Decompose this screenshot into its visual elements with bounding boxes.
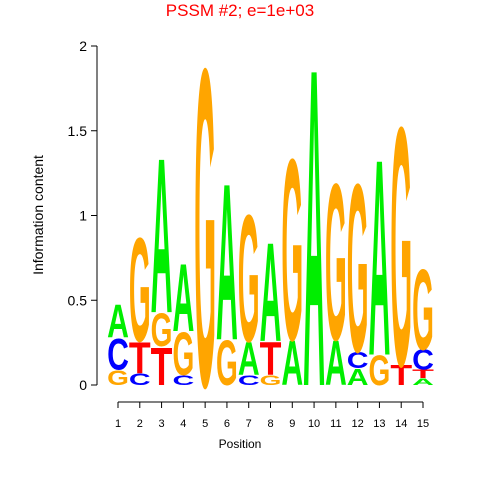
logo-letter: A [303, 0, 325, 480]
logo-letter: T [412, 367, 434, 380]
logo-letter: G [260, 372, 282, 388]
logo-letter: A [369, 102, 391, 415]
logo-letter: G [194, 0, 216, 480]
logo-letter: G [238, 178, 260, 380]
x-tick-label: 10 [308, 418, 320, 430]
y-tick-label: 0.5 [68, 292, 88, 308]
x-tick-label: 5 [202, 418, 208, 430]
x-axis-label: Position [219, 437, 262, 451]
y-tick-label: 0 [79, 377, 87, 393]
logo-letter: T [129, 334, 151, 384]
logo-letter: A [281, 329, 303, 400]
logo-letter: A [107, 295, 129, 348]
logo-letter: G [390, 57, 412, 438]
x-tick-label: 11 [330, 418, 341, 430]
x-tick-label: 7 [246, 418, 252, 430]
logo-letter: G [281, 105, 303, 394]
x-tick-label: 8 [267, 418, 273, 430]
logo-letter: G [369, 349, 391, 396]
logo-letter: A [325, 329, 347, 400]
logo-letter: T [390, 360, 413, 391]
logo-letter: A [238, 332, 260, 385]
x-tick-label: 2 [137, 418, 143, 430]
logo-letter: A [412, 377, 434, 388]
logo-letter: G [216, 329, 238, 400]
y-tick-label: 1.5 [68, 123, 88, 139]
x-tick-label: 12 [352, 418, 364, 430]
logo-letter: C [347, 346, 369, 373]
logo-letter: A [260, 215, 282, 372]
y-tick-label: 1 [79, 208, 87, 224]
chart-title: PSSM #2; e=1e+03 [166, 1, 314, 20]
logo-letter: G [172, 319, 194, 388]
x-tick-label: 14 [395, 418, 407, 430]
x-tick-label: 4 [180, 418, 186, 430]
y-tick-label: 2 [79, 38, 87, 54]
logo-letter: G [347, 136, 369, 404]
logo-letter: C [107, 330, 129, 380]
x-tick-label: 6 [224, 418, 230, 430]
logo-letter: A [347, 363, 369, 390]
logo-letter: C [412, 345, 434, 376]
logo-letter: C [172, 372, 194, 388]
logo-letter: T [260, 332, 282, 385]
logo-letter: G [325, 137, 347, 388]
x-tick-label: 15 [417, 418, 429, 430]
logo-letter: C [238, 372, 260, 388]
logo-letter: G [151, 304, 173, 357]
x-tick-label: 1 [115, 418, 121, 430]
logo-letter: G [412, 245, 434, 374]
x-tick-label: 9 [289, 418, 295, 430]
logo-letter: A [216, 137, 238, 388]
logo-letter: T [151, 336, 173, 396]
y-axis-label: Information content [30, 155, 46, 275]
logo-letter: G [107, 366, 129, 390]
logo-letter: A [151, 114, 173, 360]
x-tick-label: 13 [373, 418, 385, 430]
logo-letter: C [129, 371, 151, 389]
logo-letter: G [129, 208, 151, 373]
x-tick-label: 3 [159, 418, 165, 430]
logo-letter: A [172, 244, 194, 352]
